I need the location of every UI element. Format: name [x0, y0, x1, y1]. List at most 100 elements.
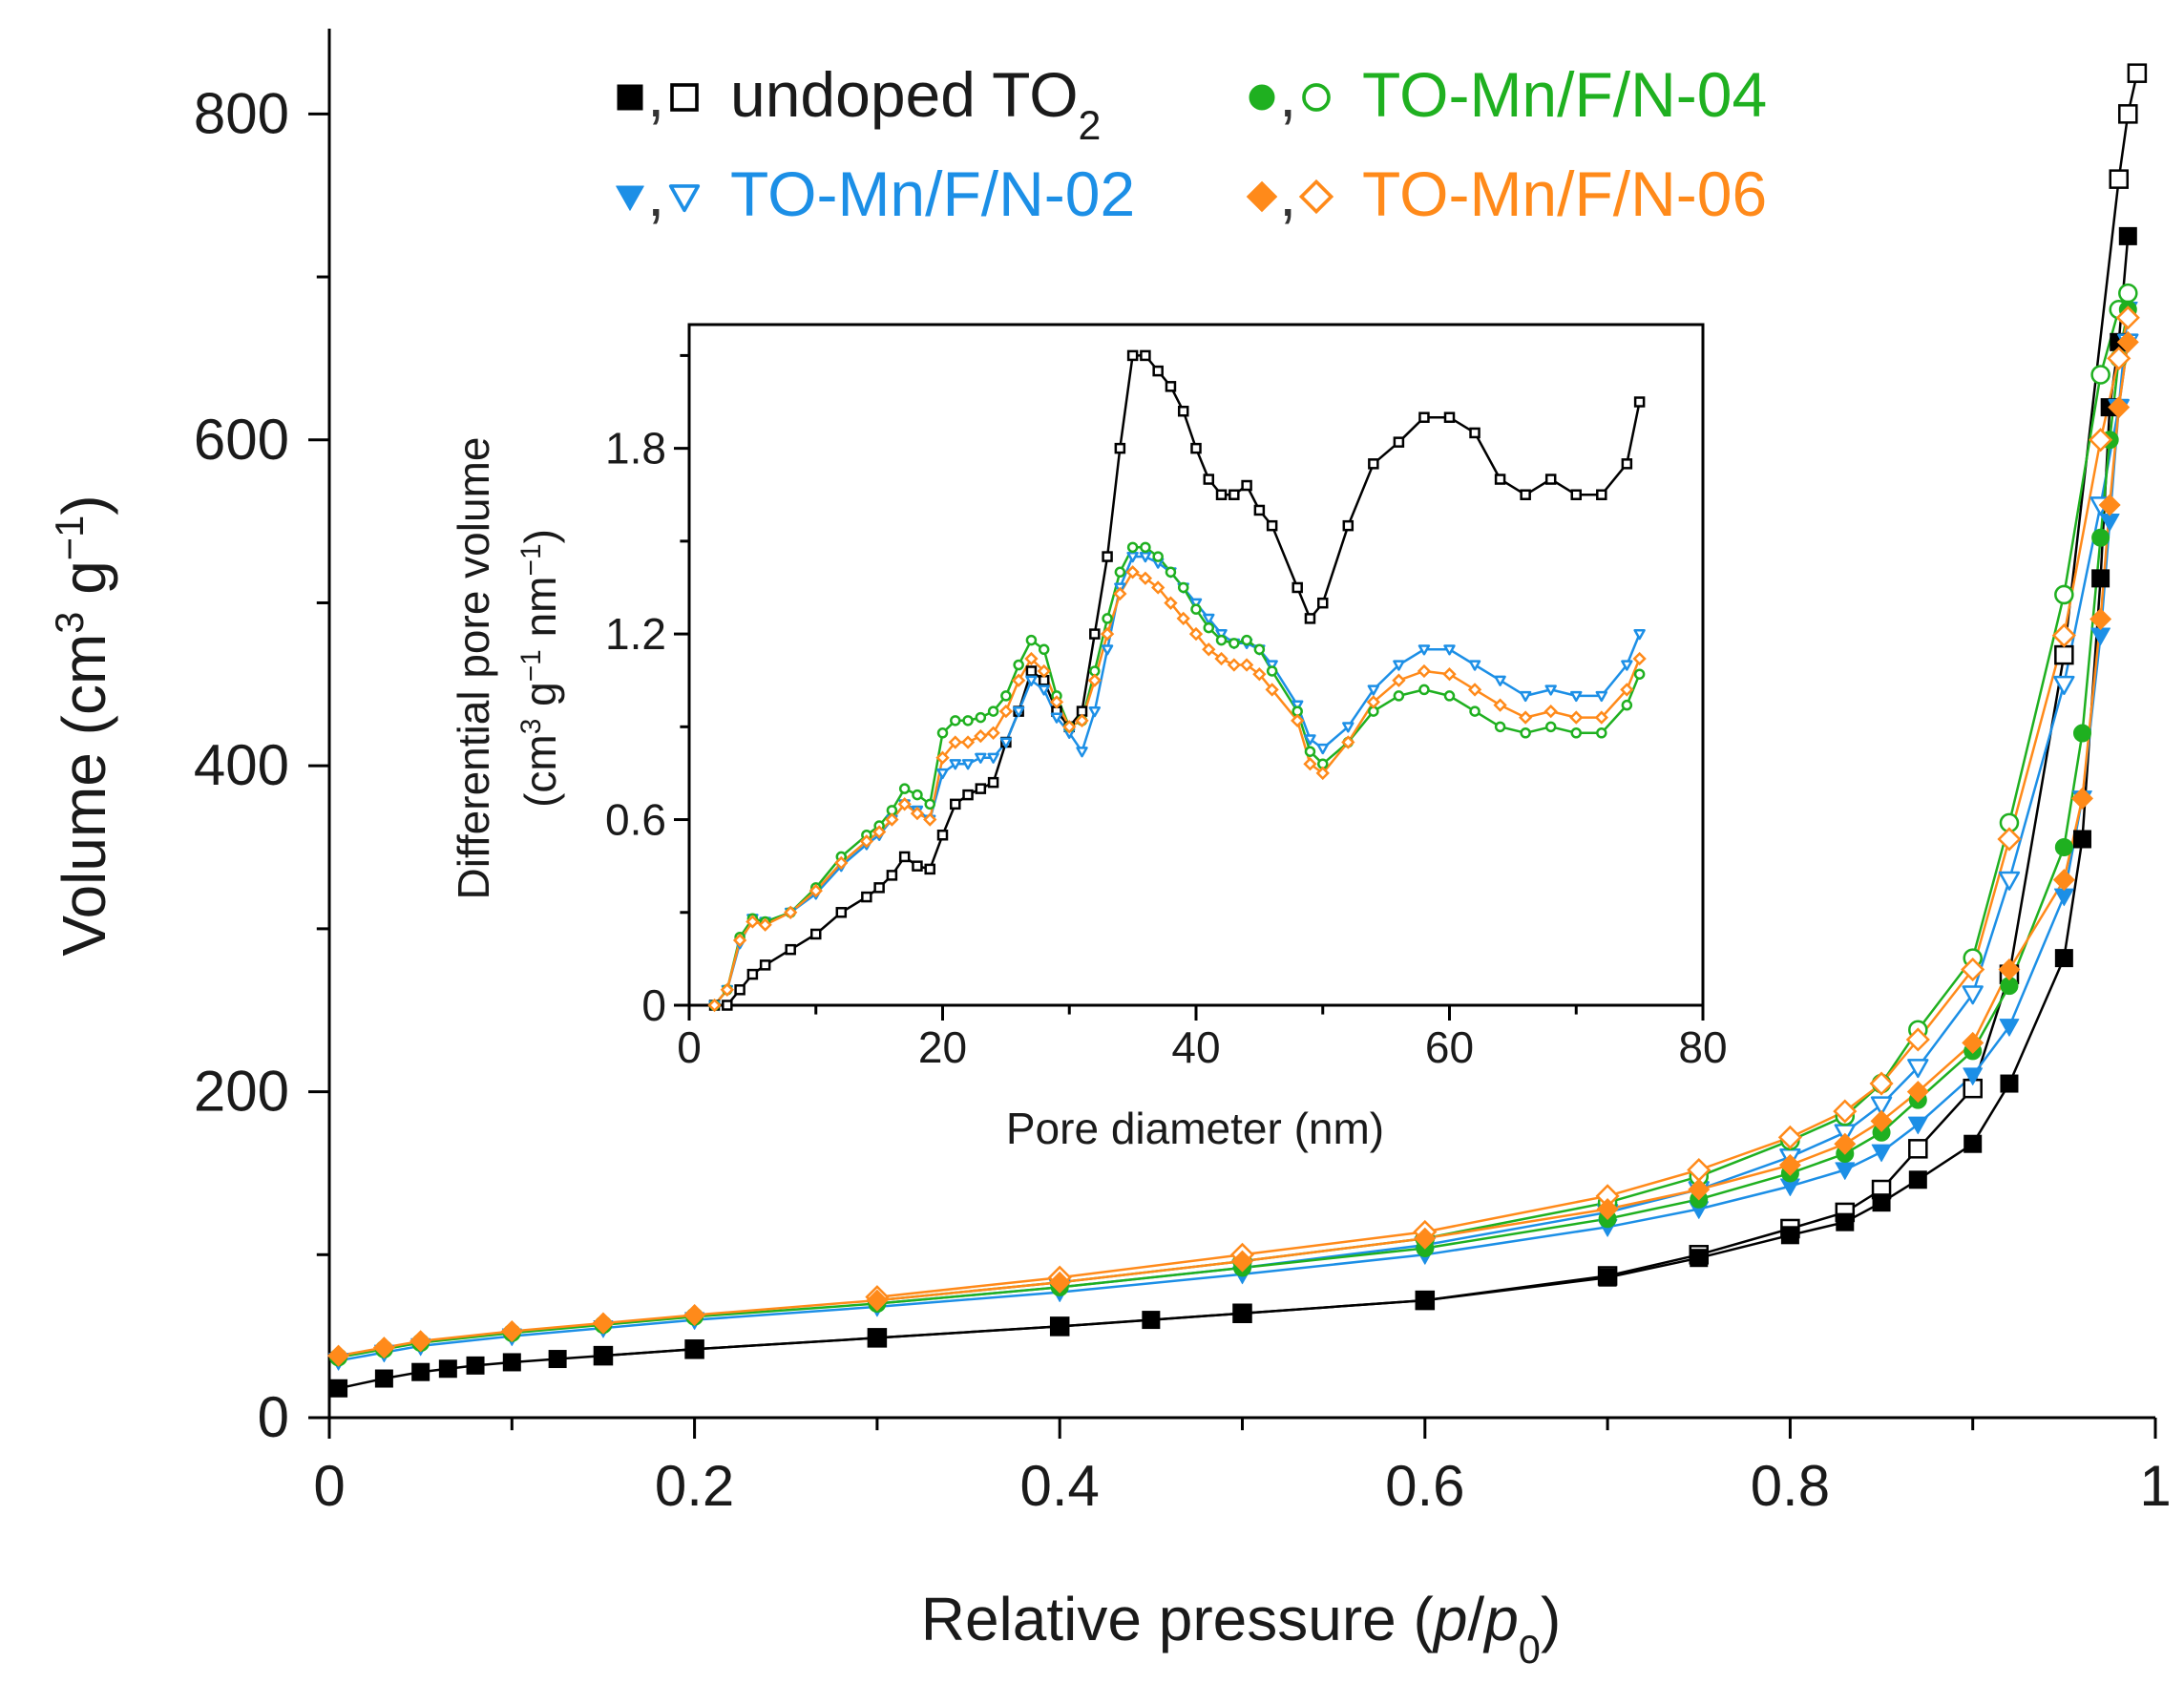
legend-marker-open — [670, 83, 699, 112]
inset-undoped-to2-point — [1203, 474, 1215, 485]
inset-undoped-to2-point — [1177, 405, 1189, 417]
inset-to-mn-f-n-06-point — [758, 917, 772, 932]
undoped-to2-adsorption-point — [2072, 830, 2091, 849]
to-mn-f-n-06-adsorption-point — [2108, 396, 2131, 419]
to-mn-f-n-06-adsorption-point — [410, 1330, 432, 1353]
inset-to-mn-f-n-06-point — [746, 915, 760, 929]
inset-to-mn-f-n-06-point — [1087, 673, 1102, 687]
to-mn-f-n-06-desorption-point — [1777, 1125, 1802, 1149]
inset-to-mn-f-n-02-point — [1215, 629, 1228, 641]
inset-to-mn-f-n-04-point — [912, 789, 923, 801]
inset-to-mn-f-n-02-point — [1050, 712, 1063, 724]
inset-undoped-to2-point — [1393, 436, 1405, 448]
inset-y-axis-title: Differential pore volume — [449, 437, 498, 900]
inset-undoped-to2-point — [1228, 489, 1240, 500]
legend-marker-filled — [616, 185, 644, 211]
main-x-tick-label: 1 — [2139, 1454, 2171, 1518]
undoped-to2-desorption-point — [2118, 104, 2138, 124]
to-mn-f-n-04-desorption-point — [2090, 365, 2110, 385]
to-mn-f-n-06-desorption-point — [2107, 346, 2132, 370]
inset-to-mn-f-n-06-point — [1202, 642, 1216, 657]
inset-undoped-to2-point — [1190, 442, 1202, 454]
inset-to-mn-f-n-04-point — [1253, 643, 1266, 656]
inset-to-mn-f-n-04-point — [1140, 541, 1151, 554]
to-mn-f-n-06-adsorption-point — [2052, 869, 2075, 892]
inset-undoped-to2-point — [936, 830, 949, 841]
inset-chart: 0 20 40 60 80 0 0.6 1.2 1.8 Pore diameter (nm) Dif… — [449, 323, 1728, 1153]
inset-undoped-to2-point — [950, 798, 961, 810]
inset-to-mn-f-n-02-point — [1292, 700, 1304, 711]
legend-marker-open — [668, 184, 701, 213]
inset-y-tick-label: 1.8 — [605, 424, 666, 474]
inset-undoped-to2-point — [810, 928, 822, 940]
to-mn-f-n-06-adsorption-point — [1048, 1271, 1071, 1294]
inset-to-mn-f-n-04-point — [1177, 581, 1189, 594]
to-mn-f-n-06-desorption-point — [2115, 305, 2140, 330]
undoped-to2-adsorption-point — [1690, 1249, 1709, 1268]
inset-to-mn-f-n-06-point — [960, 735, 976, 749]
inset-undoped-to2-point — [1633, 396, 1646, 408]
main-x-tick-label: 0.8 — [1751, 1454, 1830, 1518]
inset-to-mn-f-n-04-point — [1596, 727, 1607, 739]
to-mn-f-n-02-desorption-point — [1907, 1059, 1929, 1079]
undoped-to2-adsorption-point — [1780, 1226, 1799, 1245]
legend-item-undoped-to2: , undoped TO2 — [617, 59, 1101, 149]
to-mn-f-n-06-desorption-point — [2051, 623, 2076, 648]
inset-to-mn-f-n-02-point — [1519, 690, 1532, 703]
inset-to-mn-f-n-02-point — [1544, 684, 1557, 696]
to-mn-f-n-04-adsorption-point — [2091, 528, 2110, 547]
inset-to-mn-f-n-02-point — [1621, 660, 1633, 671]
inset-to-mn-f-n-04-point — [987, 705, 999, 717]
inset-to-mn-f-n-02-point — [1494, 675, 1506, 686]
inset-x-axis-title: Pore diameter (nm) — [1006, 1104, 1384, 1153]
undoped-to2-adsorption-point — [1964, 1134, 1983, 1153]
inset-to-mn-f-n-04-point — [924, 798, 935, 810]
inset-to-mn-f-n-04-point — [898, 783, 911, 794]
legend-marker-filled — [617, 84, 643, 111]
inset-to-mn-f-n-02-point — [1443, 644, 1456, 656]
undoped-to2-desorption-point — [2054, 644, 2074, 665]
to-mn-f-n-02-desorption-point — [1870, 1096, 1893, 1116]
legend-separator: , — [1279, 158, 1296, 229]
inset-undoped-to2-point — [1317, 597, 1329, 609]
to-mn-f-n-06-adsorption-point — [1230, 1250, 1254, 1273]
inset-to-mn-f-n-04-point — [962, 715, 974, 726]
inset-to-mn-f-n-02-point — [1126, 551, 1139, 563]
inset-to-mn-f-n-06-point — [707, 998, 722, 1013]
inset-to-mn-f-n-04-point — [1570, 727, 1582, 739]
inset-to-mn-f-n-02-point — [961, 759, 975, 770]
to-mn-f-n-04-adsorption-point — [2054, 838, 2073, 857]
inset-to-mn-f-n-06-point — [1037, 663, 1051, 679]
inset-to-mn-f-n-06-point — [1467, 683, 1482, 697]
inset-to-mn-f-n-06-point — [1138, 571, 1153, 585]
inset-to-mn-f-n-04-point — [1152, 551, 1164, 562]
to-mn-f-n-02-adsorption-point — [1999, 1019, 2020, 1037]
to-mn-f-n-02-desorption-point — [1998, 871, 2021, 891]
inset-to-mn-f-n-06-point — [872, 825, 887, 839]
inset-undoped-to2-point — [1469, 427, 1480, 439]
inset-to-mn-f-n-06-point — [1024, 651, 1039, 666]
inset-to-mn-f-n-06-point — [1594, 710, 1608, 725]
to-mn-f-n-06-adsorption-point — [592, 1312, 615, 1335]
inset-to-mn-f-n-02-point — [1342, 722, 1354, 733]
to-mn-f-n-06-adsorption-point — [1596, 1197, 1619, 1221]
inset-undoped-to2-point — [1292, 581, 1303, 594]
inset-undoped-to2-point — [1241, 479, 1252, 492]
inset-to-mn-f-n-06-point — [1303, 757, 1317, 771]
inset-to-mn-f-n-06-point — [986, 726, 1000, 740]
inset-to-mn-f-n-04-point — [950, 715, 961, 726]
inset-undoped-to2-point — [1570, 489, 1582, 500]
inset-to-mn-f-n-06-point — [1518, 710, 1533, 725]
inset-undoped-to2-point — [1621, 458, 1633, 470]
inset-undoped-to2-point — [1418, 411, 1430, 423]
inset-undoped-to2-point — [734, 984, 746, 996]
main-y-tick-label: 200 — [194, 1060, 289, 1124]
inset-to-mn-f-n-06-point — [1252, 667, 1267, 682]
undoped-to2-adsorption-point — [2054, 949, 2073, 968]
main-y-tick-label: 800 — [194, 81, 289, 145]
inset-undoped-to2-point — [861, 891, 872, 903]
inset-undoped-to2-point — [1253, 504, 1266, 516]
inset-x-tick-label: 60 — [1425, 1022, 1474, 1072]
undoped-to2-desorption-point — [2109, 169, 2129, 189]
to-mn-f-n-06-desorption-line — [876, 317, 2130, 1298]
